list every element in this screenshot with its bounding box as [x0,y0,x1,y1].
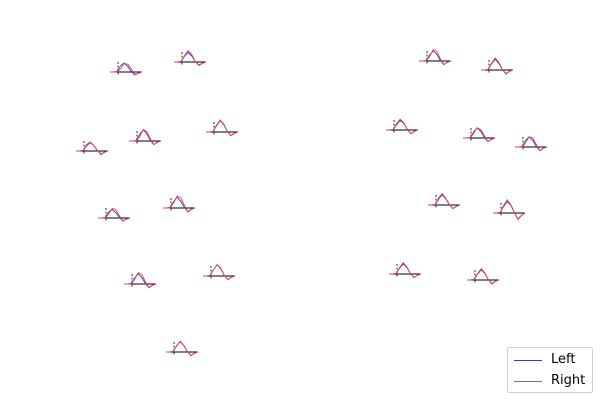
sensor-panel-16 [428,192,461,210]
trace-right [206,119,239,137]
trace-right [389,261,422,279]
trace-right [463,127,496,143]
sensor-panel-9 [203,263,236,281]
legend: Left Right [507,347,593,393]
sensor-panel-11 [419,49,452,66]
trace-left [206,119,239,137]
legend-entry-left: Left [508,350,592,370]
trace-right [467,267,500,285]
trace-right [203,263,236,281]
trace-right [428,192,461,210]
sensor-panels [76,49,548,357]
sensor-panel-12 [481,57,514,75]
trace-left [174,51,207,66]
legend-label-right: Right [551,373,586,388]
trace-left [481,58,514,75]
legend-entry-right: Right [508,371,592,391]
trace-right [386,118,419,135]
trace-right [493,199,526,221]
sensor-panel-2 [174,49,207,67]
sensor-panel-7 [163,195,196,213]
legend-line-left [514,360,542,361]
sensor-panel-15 [515,136,548,152]
trace-right [163,195,196,213]
sensor-panel-10 [166,340,199,357]
trace-left [98,209,131,222]
sensor-panel-3 [76,141,109,156]
sensor-panel-19 [467,267,500,285]
trace-right [419,49,452,66]
trace-right [481,57,514,75]
trace-left [467,269,500,285]
trace-left [163,196,196,213]
legend-label-left: Left [551,352,576,367]
sensor-panel-6 [98,207,131,222]
sensor-panel-13 [386,118,419,135]
trace-right [76,141,109,156]
sensor-panel-8 [124,272,157,289]
sensor-panel-1 [110,62,143,76]
sensor-panel-17 [493,199,526,221]
trace-left [129,128,162,146]
trace-right [129,128,162,146]
legend-line-right [514,381,542,382]
trace-right [110,63,143,75]
sensor-panel-5 [206,119,239,137]
trace-right [124,272,157,289]
sensor-panel-18 [389,261,422,279]
trace-right [515,136,548,152]
trace-right [98,207,131,222]
trace-right [166,341,199,357]
sensor-panel-4 [129,128,162,146]
trace-right [174,49,207,67]
sensor-panel-14 [463,127,496,143]
